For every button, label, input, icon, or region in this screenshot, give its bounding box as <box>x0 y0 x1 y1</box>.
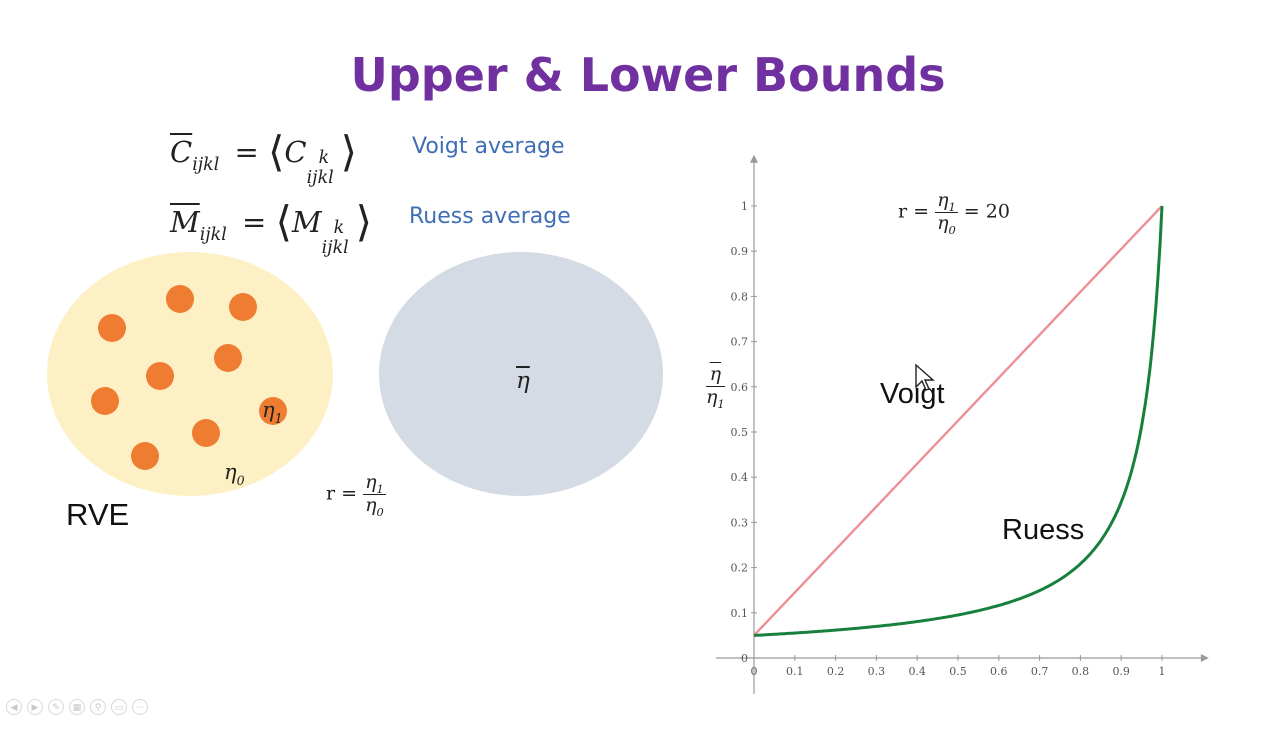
x-tick-label: 0.5 <box>949 665 967 678</box>
chart-ylabel: η η1 <box>706 363 725 411</box>
inclusion-eta-label: η1 <box>262 398 283 426</box>
ruess-curve-label: Ruess <box>1002 514 1085 546</box>
chart-ratio-annotation: r = η1 η0 = 20 <box>898 189 1010 237</box>
homogenized-eta-label: η <box>516 368 530 394</box>
slide-title: Upper & Lower Bounds <box>350 48 946 102</box>
x-tick-label: 0.8 <box>1072 665 1090 678</box>
voigt-lhs-sub: ijkl <box>192 154 220 175</box>
inclusion-particle <box>146 362 174 390</box>
ruess-average-label: Ruess average <box>409 204 571 229</box>
x-tick-label: 0 <box>751 665 758 678</box>
voigt-lhs-symbol: C <box>170 135 193 169</box>
x-tick-label: 0.2 <box>827 665 845 678</box>
x-tick-label: 0.3 <box>868 665 886 678</box>
y-tick-label: 0.2 <box>731 562 749 575</box>
y-tick-label: 0.3 <box>731 516 749 529</box>
bounds-chart: 0 0.1 0.2 0.3 0.4 0.5 0.6 0.7 0.8 0.9 1 0 0.1 0.2 0.3 0… <box>716 154 1209 694</box>
y-tick-label: 0.9 <box>731 245 749 258</box>
ruess-rhs-sup: k <box>333 218 345 238</box>
inclusion-particle <box>214 344 242 372</box>
inclusion-particle <box>259 397 287 425</box>
y-tick-label: 0 <box>741 652 748 665</box>
mouse-cursor-icon <box>915 363 935 391</box>
inclusion-particle <box>229 293 257 321</box>
x-tick-label: 0.4 <box>908 665 926 678</box>
rve-label: RVE <box>66 497 130 532</box>
inclusion-particle <box>91 387 119 415</box>
next-slide-icon[interactable]: ▶ <box>27 699 43 715</box>
inclusion-particle <box>98 314 126 342</box>
slideshow-toolbar[interactable]: ◀ ▶ ✎ ▦ ⚲ ▭ ⋯ <box>6 699 148 715</box>
voigt-curve-label: Voigt <box>880 378 945 410</box>
voigt-rhs-sup: k <box>318 148 330 168</box>
inclusion-particle <box>131 442 159 470</box>
x-tick-label: 1 <box>1159 665 1166 678</box>
series-line-ruess <box>753 205 1164 637</box>
voigt-rhs-symbol: C <box>284 135 307 169</box>
rve-diagram <box>47 252 663 496</box>
series-line-voigt <box>753 205 1163 637</box>
y-axis-arrow <box>750 154 758 163</box>
y-tick-label: 0.7 <box>731 336 749 349</box>
homogenized-ellipse <box>379 252 663 496</box>
ruess-rhs-sub: ijkl <box>321 238 349 258</box>
voigt-rhs-sub: ijkl <box>306 168 334 188</box>
more-options-icon[interactable]: ⋯ <box>132 699 148 715</box>
ruess-equation: Mijkl = ⟨M k ijkl ⟩ <box>170 197 372 258</box>
rve-matrix-ellipse <box>47 252 333 496</box>
pen-icon[interactable]: ✎ <box>48 699 64 715</box>
y-tick-label: 1 <box>741 200 748 213</box>
y-tick-label: 0.1 <box>731 607 749 620</box>
ruess-lhs-sub: ijkl <box>199 224 227 245</box>
ruess-rhs-symbol: M <box>291 205 322 239</box>
x-tick-label: 0.7 <box>1031 665 1049 678</box>
matrix-eta-label: η0 <box>224 460 245 488</box>
y-tick-label: 0.8 <box>731 290 749 303</box>
y-tick-label: 0.4 <box>731 471 749 484</box>
inclusion-particle <box>192 419 220 447</box>
y-tick-label: 0.6 <box>731 381 749 394</box>
x-tick-label: 0.9 <box>1112 665 1130 678</box>
y-tick-label: 0.5 <box>731 426 749 439</box>
inclusion-particle <box>166 285 194 313</box>
voigt-equation: Cijkl = ⟨C k ijkl ⟩ <box>170 127 357 188</box>
previous-slide-icon[interactable]: ◀ <box>6 699 22 715</box>
zoom-icon[interactable]: ⚲ <box>90 699 106 715</box>
ratio-definition: r = η1 η0 <box>326 471 386 519</box>
slides-grid-icon[interactable]: ▦ <box>69 699 85 715</box>
x-axis-arrow <box>1200 654 1209 662</box>
voigt-average-label: Voigt average <box>412 134 565 159</box>
x-tick-label: 0.1 <box>786 665 804 678</box>
ruess-lhs-symbol: M <box>170 205 200 239</box>
x-tick-label: 0.6 <box>990 665 1008 678</box>
subtitles-icon[interactable]: ▭ <box>111 699 127 715</box>
